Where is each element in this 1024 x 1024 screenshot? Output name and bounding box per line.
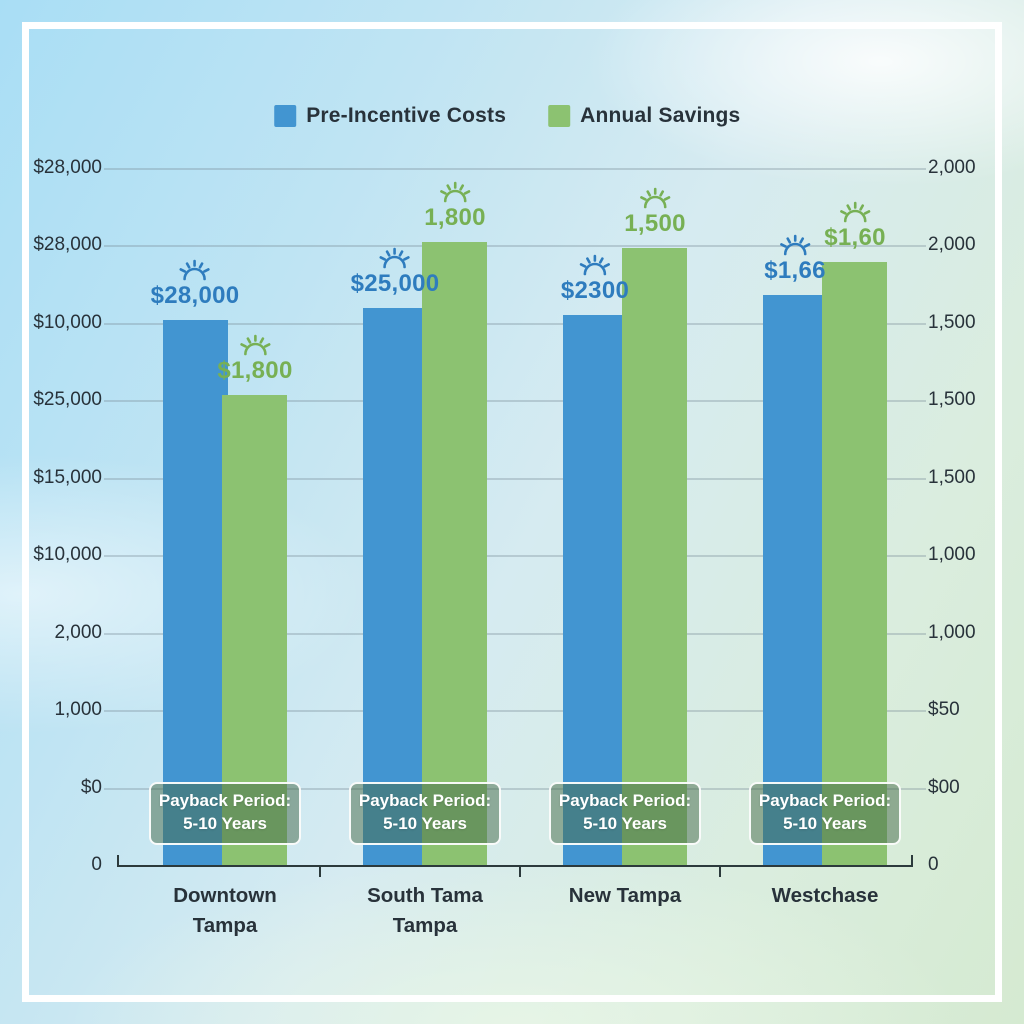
legend: Pre-Incentive Costs Annual Savings xyxy=(274,104,740,128)
annual-savings-bar xyxy=(622,248,687,865)
x-axis-line xyxy=(117,855,913,877)
legend-label: Annual Savings xyxy=(580,104,741,127)
badge-line2: 5-10 Years xyxy=(183,814,267,834)
pre-incentive-bar xyxy=(763,294,828,865)
y-axis-tick-label-left: 1,000 xyxy=(54,699,102,721)
category-label: Downtown Tampa xyxy=(173,884,277,937)
payback-period-badge: Payback Period: 5-10 Years xyxy=(349,782,501,845)
badge-line1: Payback Period: xyxy=(558,791,692,811)
payback-period-badge: Payback Period: 5-10 Years xyxy=(149,782,301,845)
axis-tick xyxy=(319,865,321,877)
y-axis-tick-label-right: 1,500 xyxy=(928,466,976,488)
y-axis-tick-label-right: 2,000 xyxy=(928,234,976,256)
legend-item-pre-incentive: Pre-Incentive Costs xyxy=(274,104,506,128)
y-axis-tick-label-right: 2,000 xyxy=(928,157,976,178)
legend-label: Pre-Incentive Costs xyxy=(306,104,507,127)
annual-savings-bar xyxy=(822,262,887,865)
bar-group-south-tama-tampa: $25,000 1,800 Payback Period: 5-10 Years… xyxy=(349,168,501,937)
pre-incentive-bar xyxy=(163,319,228,865)
gridline xyxy=(104,710,926,713)
bar-value: 1,800 xyxy=(424,203,486,231)
annual-savings-value-label: 1,500 xyxy=(624,187,686,238)
sun-icon xyxy=(439,181,471,203)
axis-tick xyxy=(719,865,721,877)
y-axis-tick-label-right: 1,000 xyxy=(928,621,976,643)
gridline xyxy=(104,168,926,170)
pre-incentive-value-label: $2300 xyxy=(561,254,629,305)
gridline xyxy=(104,477,926,480)
sun-icon xyxy=(639,187,671,209)
gridline xyxy=(104,555,926,558)
badge-line1: Payback Period: xyxy=(158,791,292,811)
bar-group-downtown-tampa: $28,000 $1,800 Payback Period: 5-10 Year… xyxy=(149,168,301,937)
pre-incentive-value-label: $1,66 xyxy=(764,234,826,285)
bar-value: $25,000 xyxy=(350,270,440,298)
pre-incentive-bar xyxy=(563,315,628,865)
y-axis-tick-label-right: 1,500 xyxy=(928,389,976,411)
bar-group-new-tampa: $2300 1,500 Payback Period: 5-10 Years N… xyxy=(549,168,701,907)
y-axis-tick-label-right: $00 xyxy=(928,776,960,798)
bar-value: 1,500 xyxy=(624,210,686,238)
badge-line1: Payback Period: xyxy=(758,791,892,811)
annual-savings-value-label: $1,800 xyxy=(217,334,292,385)
gridline xyxy=(104,322,926,325)
sun-icon xyxy=(179,259,211,281)
bar-value: $1,60 xyxy=(824,224,886,252)
axis-tick xyxy=(519,865,521,877)
sun-icon xyxy=(779,234,811,256)
y-axis-tick-label-left: 2,000 xyxy=(54,621,102,643)
gridline xyxy=(104,632,926,635)
bar-value: $1,800 xyxy=(217,357,293,385)
y-axis-tick-label-left: $0 xyxy=(80,776,102,798)
badge-line2: 5-10 Years xyxy=(383,814,467,834)
y-axis-tick-label-left: $28,000 xyxy=(33,234,102,256)
category-label: New Tampa xyxy=(568,884,682,907)
pre-incentive-value-label: $25,000 xyxy=(351,247,440,298)
legend-item-annual-savings: Annual Savings xyxy=(548,104,740,128)
bar-value: $28,000 xyxy=(150,281,240,309)
gridline xyxy=(104,787,926,790)
payback-period-badge: Payback Period: 5-10 Years xyxy=(549,782,701,845)
category-label: Westchase xyxy=(771,884,879,907)
sun-icon xyxy=(379,247,411,269)
y-axis-tick-label-right: $50 xyxy=(928,699,960,721)
bar-value: $2300 xyxy=(560,277,630,305)
badge-line2: 5-10 Years xyxy=(583,814,667,834)
annual-savings-value-label: $1,60 xyxy=(824,201,886,252)
y-axis-tick-label-left: 0 xyxy=(91,854,102,875)
gridline xyxy=(104,400,926,403)
category-label: South Tama Tampa xyxy=(367,884,483,937)
axis-end-cap xyxy=(911,855,913,867)
axis-end-cap xyxy=(117,855,119,867)
sun-icon xyxy=(579,254,611,276)
y-axis-tick-label-left: $28,000 xyxy=(33,157,102,178)
legend-swatch-blue xyxy=(274,105,297,127)
pre-incentive-value-label: $28,000 xyxy=(151,259,240,310)
bar-group-westchase: $1,66 $1,60 Payback Period: 5-10 Years W… xyxy=(749,168,901,907)
y-axis-tick-label-left: $10,000 xyxy=(33,544,102,566)
annual-savings-bar xyxy=(422,241,487,865)
gridline xyxy=(104,245,926,248)
plot-area: $28,000 $1,800 Payback Period: 5-10 Year… xyxy=(104,168,926,937)
bar-value: $1,66 xyxy=(764,256,826,284)
legend-swatch-green xyxy=(548,105,571,127)
y-axis-tick-label-right: 1,000 xyxy=(928,544,976,566)
annual-savings-value-label: 1,800 xyxy=(424,181,486,232)
sun-icon xyxy=(839,201,871,223)
pre-incentive-bar xyxy=(363,308,428,865)
y-axis-tick-label-left: $25,000 xyxy=(33,389,102,411)
y-axis-tick-label-left: $10,000 xyxy=(33,311,102,333)
y-axis-tick-label-left: $15,000 xyxy=(33,466,102,488)
badge-line2: 5-10 Years xyxy=(783,814,867,834)
payback-period-badge: Payback Period: 5-10 Years xyxy=(749,782,901,845)
y-axis-tick-label-right: 1,500 xyxy=(928,311,976,333)
sun-icon xyxy=(239,334,271,356)
badge-line1: Payback Period: xyxy=(358,791,492,811)
y-axis-tick-label-right: 0 xyxy=(928,854,939,875)
